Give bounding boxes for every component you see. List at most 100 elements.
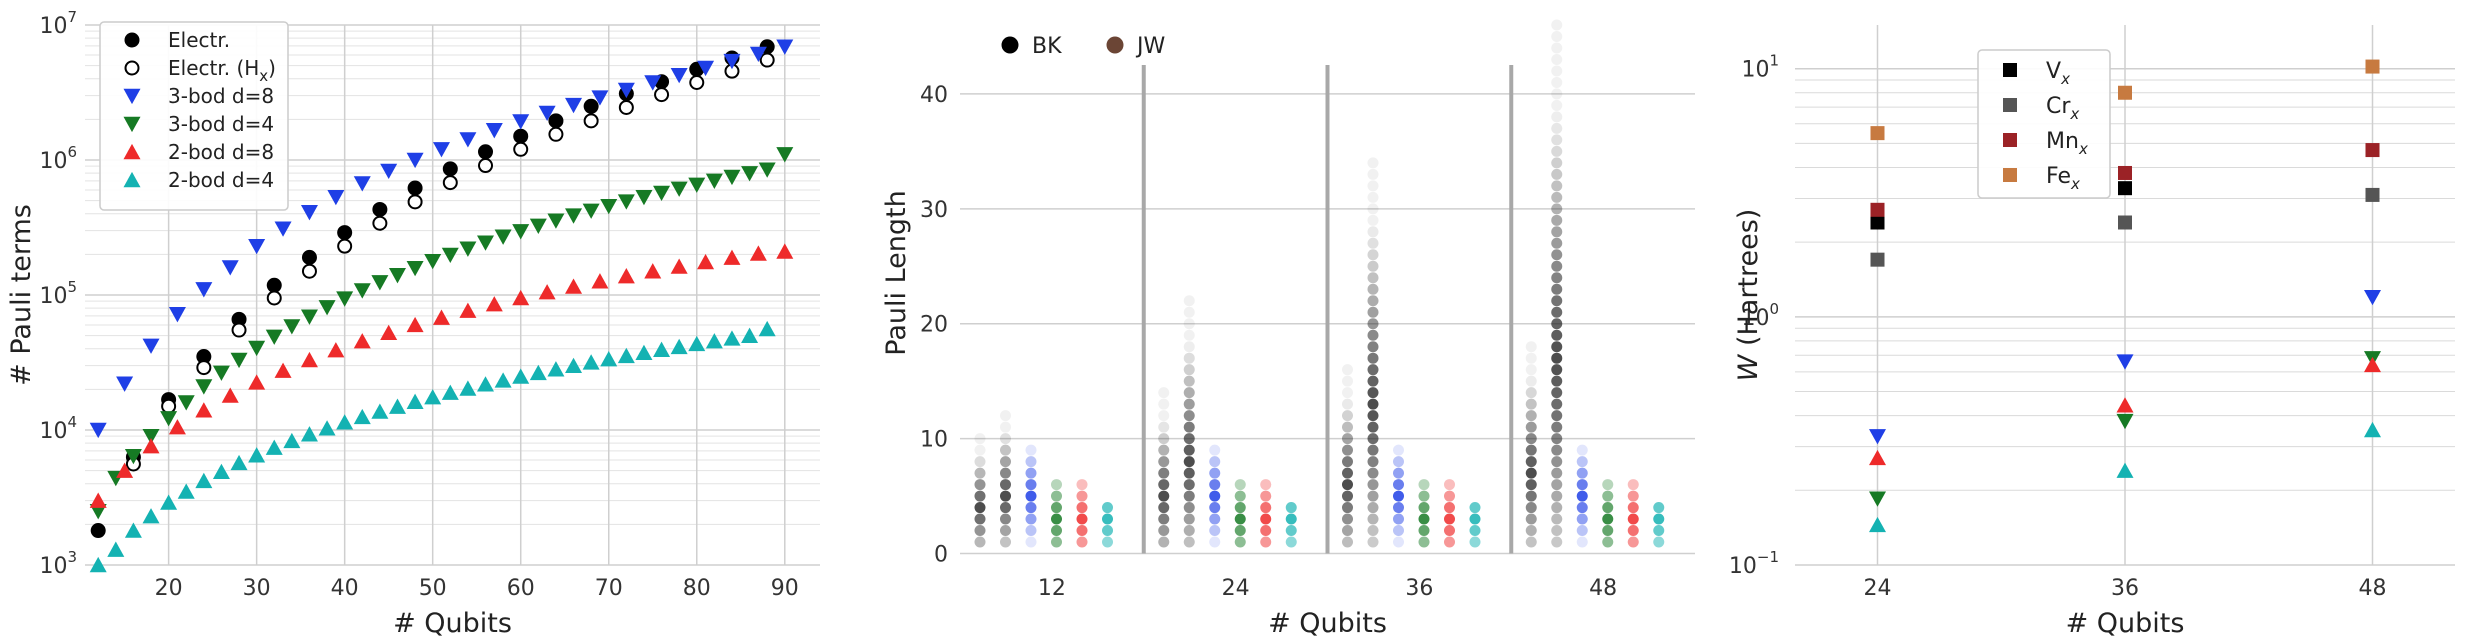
data-point bbox=[1869, 491, 1886, 507]
data-point bbox=[1342, 444, 1353, 456]
data-point bbox=[142, 438, 160, 454]
data-point bbox=[591, 273, 609, 289]
data-point bbox=[1000, 433, 1011, 445]
data-point bbox=[1393, 479, 1404, 491]
data-point bbox=[1342, 398, 1353, 410]
data-point bbox=[1367, 536, 1379, 548]
data-point bbox=[1551, 387, 1563, 399]
data-point bbox=[1627, 525, 1639, 537]
data-point bbox=[600, 198, 618, 215]
data-point bbox=[1183, 456, 1195, 468]
data-point bbox=[1209, 502, 1221, 514]
data-point bbox=[327, 342, 345, 358]
data-point bbox=[1469, 513, 1481, 525]
data-point bbox=[1551, 364, 1563, 376]
data-point bbox=[974, 513, 986, 525]
series bbox=[1870, 187, 2380, 267]
data-point bbox=[1209, 456, 1221, 468]
data-point bbox=[1183, 295, 1195, 307]
data-point bbox=[1551, 525, 1563, 537]
data-point bbox=[1342, 375, 1353, 387]
data-point bbox=[1367, 341, 1379, 353]
data-point bbox=[654, 87, 670, 103]
data-point bbox=[388, 268, 406, 284]
legend-box bbox=[99, 21, 289, 211]
data-point bbox=[1234, 502, 1246, 514]
data-point bbox=[2118, 85, 2132, 100]
data-point bbox=[337, 225, 353, 241]
column bbox=[1418, 479, 1430, 548]
x-tick-label: 40 bbox=[331, 576, 359, 601]
y-tick-label: 20 bbox=[920, 313, 948, 338]
data-point bbox=[974, 525, 986, 537]
data-point bbox=[1444, 502, 1455, 514]
series bbox=[1869, 356, 2381, 466]
data-point bbox=[1367, 157, 1379, 169]
x-tick-label: 70 bbox=[595, 576, 623, 601]
column bbox=[1444, 479, 1455, 548]
data-point bbox=[1158, 525, 1170, 537]
data-point bbox=[1367, 306, 1379, 318]
data-point bbox=[1260, 536, 1272, 548]
data-point bbox=[705, 173, 723, 189]
data-point bbox=[1525, 502, 1537, 514]
data-point bbox=[749, 245, 767, 261]
y-tick-label: 10 bbox=[920, 428, 948, 453]
legend-label: JW bbox=[1135, 34, 1165, 59]
data-point bbox=[353, 283, 371, 299]
panel-w-hartrees: 10−1 100 101 24 36 48 # Qubits W (Hartrees) Vx Cr… bbox=[1729, 25, 2455, 639]
data-point bbox=[1551, 260, 1563, 272]
data-point bbox=[2365, 187, 2380, 202]
data-point bbox=[1602, 513, 1614, 525]
data-point bbox=[327, 189, 345, 206]
data-point bbox=[442, 175, 458, 191]
data-point bbox=[1602, 536, 1614, 548]
data-point bbox=[407, 180, 423, 196]
data-point bbox=[459, 380, 477, 396]
data-point bbox=[1653, 525, 1665, 537]
data-point bbox=[195, 379, 213, 395]
data-point bbox=[212, 463, 230, 480]
data-point bbox=[670, 258, 688, 274]
data-point bbox=[974, 456, 986, 468]
data-point bbox=[265, 439, 283, 455]
data-point bbox=[1551, 53, 1563, 65]
data-point bbox=[1551, 272, 1563, 284]
data-point bbox=[512, 368, 530, 384]
data-point bbox=[212, 365, 230, 381]
data-point bbox=[1551, 99, 1563, 111]
data-point bbox=[1051, 525, 1062, 537]
data-point bbox=[1367, 364, 1379, 376]
data-point bbox=[1551, 134, 1563, 146]
column bbox=[1025, 444, 1037, 548]
data-point bbox=[1525, 513, 1537, 525]
data-point bbox=[406, 260, 424, 277]
data-point bbox=[1183, 421, 1195, 433]
data-point bbox=[1367, 329, 1379, 341]
x-tick-label: 30 bbox=[243, 576, 271, 601]
data-point bbox=[1367, 502, 1379, 514]
data-point bbox=[1158, 490, 1170, 502]
x-tick-label: 24 bbox=[1864, 576, 1892, 601]
data-point bbox=[2364, 356, 2381, 373]
data-point bbox=[1469, 525, 1481, 537]
column bbox=[1260, 479, 1272, 548]
data-point bbox=[336, 291, 354, 307]
data-point bbox=[653, 185, 671, 202]
data-point bbox=[380, 163, 398, 179]
data-point bbox=[1183, 318, 1195, 330]
data-point bbox=[1367, 421, 1379, 433]
data-point bbox=[1551, 76, 1563, 88]
data-point bbox=[548, 126, 564, 142]
x-tick-label: 24 bbox=[1222, 576, 1250, 601]
data-point bbox=[1576, 502, 1588, 514]
data-point bbox=[1000, 525, 1011, 537]
data-point bbox=[618, 99, 634, 115]
data-point bbox=[195, 402, 213, 418]
data-point bbox=[1158, 456, 1170, 468]
data-point bbox=[1342, 536, 1353, 548]
data-point bbox=[1025, 456, 1037, 468]
data-point bbox=[776, 147, 794, 163]
legend-marker bbox=[1001, 36, 1019, 54]
data-point bbox=[478, 158, 494, 174]
